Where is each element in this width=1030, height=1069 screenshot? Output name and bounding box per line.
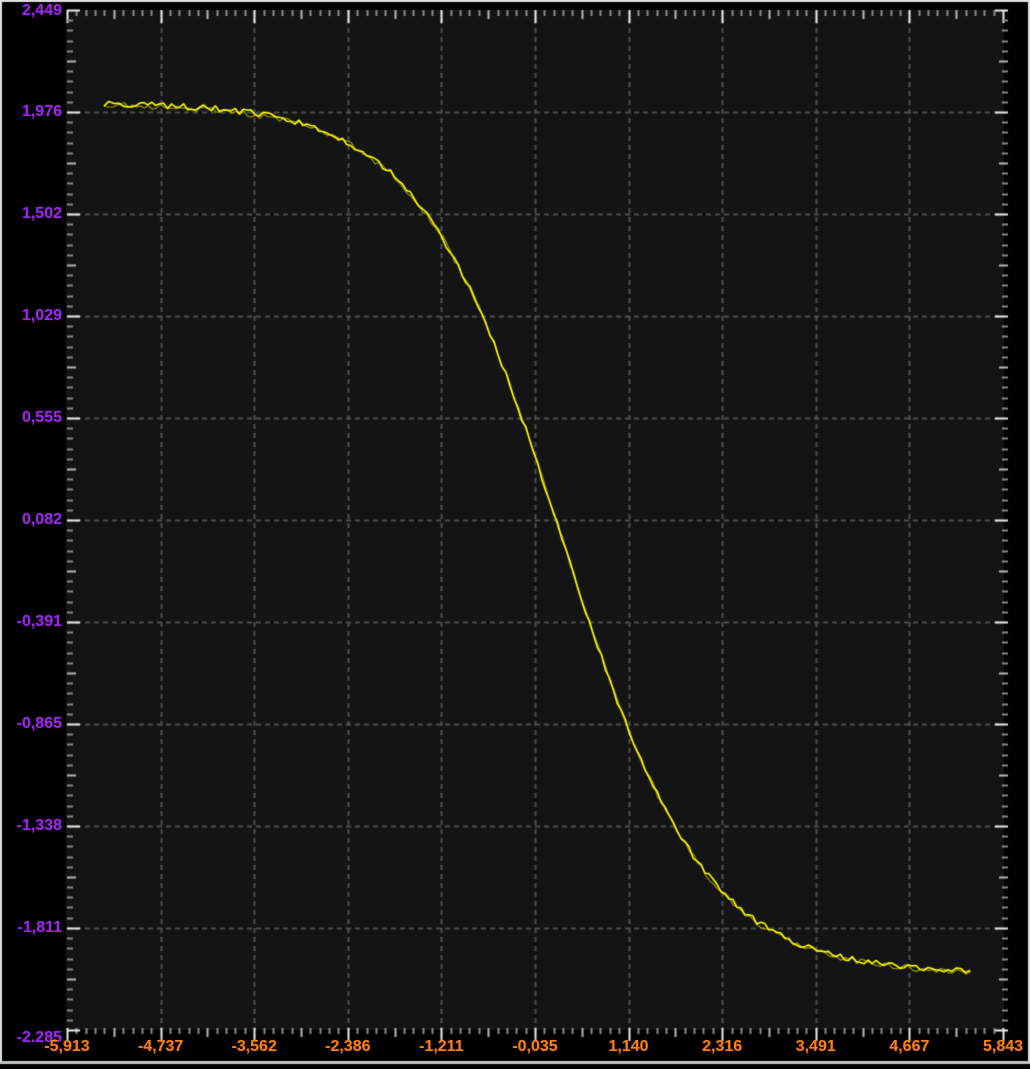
x-tick-label: -2,386 (325, 1038, 371, 1055)
y-tick-label: 0,555 (21, 409, 62, 427)
y-tick-label: -0,865 (16, 715, 62, 733)
y-tick-label: -2.285 (16, 1029, 62, 1046)
x-tick-label: 2,316 (702, 1038, 743, 1055)
x-tick-label: 1,140 (608, 1038, 649, 1055)
x-tick-label: -4,737 (137, 1038, 184, 1055)
y-tick-label: 2,449 (21, 2, 62, 19)
y-tick-label: -1,338 (16, 816, 62, 834)
y-tick-label: 1,502 (21, 205, 62, 223)
y-tick-label: 1,029 (21, 306, 62, 324)
y-tick-label: -0,391 (16, 612, 62, 630)
x-tick-label: -1,211 (419, 1038, 464, 1055)
y-tick-label: -1,811 (17, 918, 62, 936)
x-tick-label: 5,843 (982, 1038, 1024, 1055)
x-tick-label: -0,035 (512, 1038, 558, 1055)
y-tick-label: 1,976 (21, 102, 62, 120)
x-tick-label: -5,913 (44, 1038, 90, 1055)
x-tick-label: -3,562 (231, 1038, 277, 1055)
x-tick-label: 4,667 (889, 1038, 930, 1055)
y-tick-label: 0,082 (21, 511, 62, 528)
x-tick-label: 3,491 (795, 1038, 836, 1055)
